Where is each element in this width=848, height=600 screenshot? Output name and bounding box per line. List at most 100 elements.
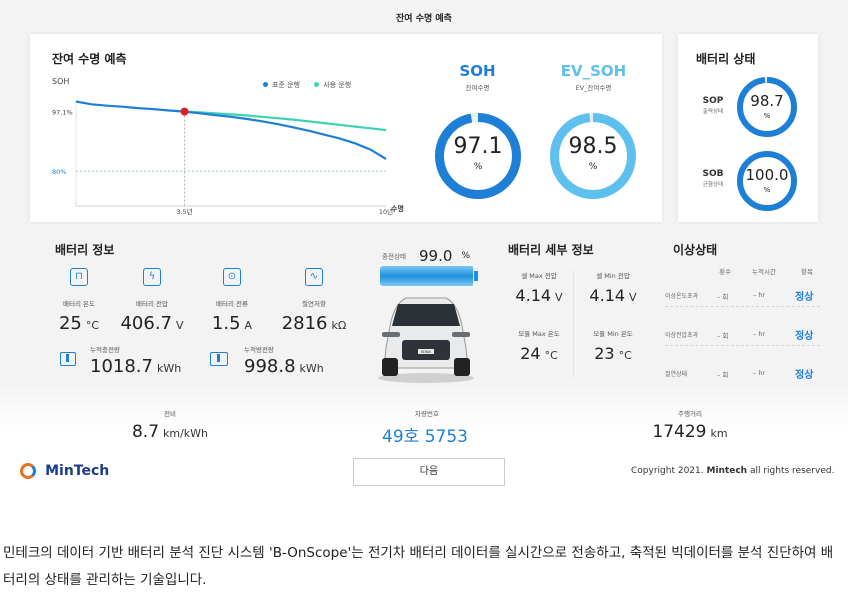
charge-icon [60,352,76,366]
detail-value: 23 [594,344,615,363]
x-tick-label: 10년 [379,207,393,216]
soh-gauge: 97.1 % [434,112,522,200]
discharge-energy: 누적방전량 998.8 kWh [210,346,360,382]
metric-unit: °C [85,319,100,332]
current-point-marker [180,107,189,116]
charge-bar-tip [474,271,478,281]
y-tick-label: 80% [52,168,66,176]
metric-1: ϟ 배터리 전압 406.7 V [118,268,186,334]
car-badge: KONA [421,350,431,354]
abnormal-row-status: 정상 [795,292,814,303]
footer-stat-label: 차량번호 [415,410,439,418]
soh-subtitle: 잔여수명 [465,84,490,92]
lifespan-card: 잔여 수명 예측 SOH 수명 97.1% 80% 3.5년 10년 표준 운행 사용… [30,34,662,222]
series-line-standard [75,100,387,160]
soh-block: SOH 잔여수명 [430,62,525,92]
sop-gauge: 98.7 % [736,76,798,138]
sop-unit: % [763,112,771,120]
detail-value-row: 4.14 V [572,286,654,305]
detail-value: 24 [520,344,541,363]
abnormal-title: 이상상태 [673,243,718,257]
copyright: Copyright 2021. Mintech all rights reser… [631,466,834,476]
ammeter-icon: ⊙ [223,268,241,286]
battery-state-card: 배터리 상태 SOP 출력상태 98.7 % SOB 균형상태 100.0 % [678,34,818,222]
detail-value: 4.14 [515,286,552,305]
abnormal-header-time: 누적시간 [752,268,776,276]
discharge-icon [210,352,228,366]
detail-cell-0: 셀 Max 전압 4.14 V [498,270,580,305]
detail-label: 모듈 Min 온도 [593,330,633,338]
abnormal-row-time: – hr [753,369,766,377]
abnormal-row: 이상전압초과 – 회 – hr 정상 [665,326,820,346]
soh-unit: % [473,162,483,172]
charge-energy-label: 누적충전량 [90,346,120,354]
detail-divider [573,270,574,378]
metric-value: 1.5 [211,313,241,334]
footer-stat-value: 17429 [652,422,707,442]
sob-key: SOB [702,169,724,179]
footer-stat-value-row: 49호 5753 [352,422,502,447]
sob-ring [737,151,797,211]
y-tick-label: 97.1% [52,109,73,117]
legend-label-usage: 사용 운행 [323,81,352,89]
lifespan-chart: 수명 97.1% 80% 3.5년 10년 [52,100,404,216]
logo-mark-icon [20,462,36,479]
legend-dot-usage [314,82,320,87]
footer-stat-value-row: 17429 km [615,422,765,442]
footer-stat-0: 전비 8.7 km/kWh [95,408,245,442]
metric-value-row: 2816 kΩ [280,313,348,334]
abnormal-row: 절연상태 – 회 – hr 정상 [665,365,820,385]
charge-state-value: 99.0 [419,246,453,265]
car-image: KONA [378,297,474,383]
detail-value-row: 24 °C [498,344,580,363]
metric-value-row: 25 °C [45,313,113,334]
footer-stat-2: 주행거리 17429 km [615,408,765,442]
copyright-suffix: all rights reserved. [749,466,835,476]
sob-label-block: SOB 균형상태 [688,169,738,188]
abnormal-row-name: 이상전압초과 [665,332,699,339]
detail-unit: V [555,291,563,304]
abnormal-row-time: – hr [753,330,766,338]
sob-value: 100.0 [745,166,789,184]
abnormal-row-count: – 회 [717,332,729,340]
battery-info-title: 배터리 정보 [55,243,115,257]
charge-bar-fill [380,266,474,286]
ev-soh-subtitle: EV_잔여수명 [575,84,612,92]
detail-label: 셀 Min 전압 [596,272,630,280]
metric-value: 2816 [281,313,328,334]
abnormal-row: 이상온도초과 – 회 – hr 정상 [665,287,820,307]
article-caption: 민테크의 데이터 기반 배터리 분석 진단 시스템 'B-OnScope'는 전… [3,545,834,588]
discharge-energy-label: 누적방전량 [244,346,274,354]
mintech-logo: MinTech [20,460,109,479]
copyright-prefix: Copyright 2021. [631,466,704,476]
next-button[interactable]: 다음 [353,458,505,486]
abnormal-row-time: – hr [753,291,766,299]
metric-unit: V [176,319,184,332]
charge-energy-unit: kWh [156,362,182,375]
detail-unit: V [629,291,637,304]
sop-desc: 출력상태 [702,109,724,115]
metric-value-row: 1.5 A [198,313,266,334]
detail-cell-3: 모듈 Min 온도 23 °C [572,328,654,363]
sop-label-block: SOP 출력상태 [688,96,738,115]
footer-stat-value: 49호 5753 [382,427,468,447]
ev-soh-block: EV_SOH EV_잔여수명 [546,62,641,92]
abnormal-row-name: 이상온도초과 [665,293,699,300]
ev-soh-unit: % [588,162,598,172]
detail-value-row: 4.14 V [498,286,580,305]
charge-bar [380,266,474,286]
metric-label: 배터리 전압 [136,300,168,308]
ev-soh-value: 98.5 [568,134,618,159]
lifespan-title: 잔여 수명 예측 [52,52,127,66]
charge-energy-value-row: 1018.7 kWh [90,356,181,377]
gauge-arc [737,151,797,211]
gauge-arc [550,113,636,199]
sob-gauge: 100.0 % [736,150,798,212]
metric-0: ⊓ 배터리 온도 25 °C [45,268,113,334]
abnormal-header-count: 횟수 [719,268,731,276]
discharge-energy-unit: kWh [299,362,324,375]
metric-unit: A [244,319,253,332]
footer-stat-label: 전비 [164,410,176,418]
charge-energy-value: 1018.7 [90,356,153,377]
metric-label: 배터리 온도 [63,300,95,308]
